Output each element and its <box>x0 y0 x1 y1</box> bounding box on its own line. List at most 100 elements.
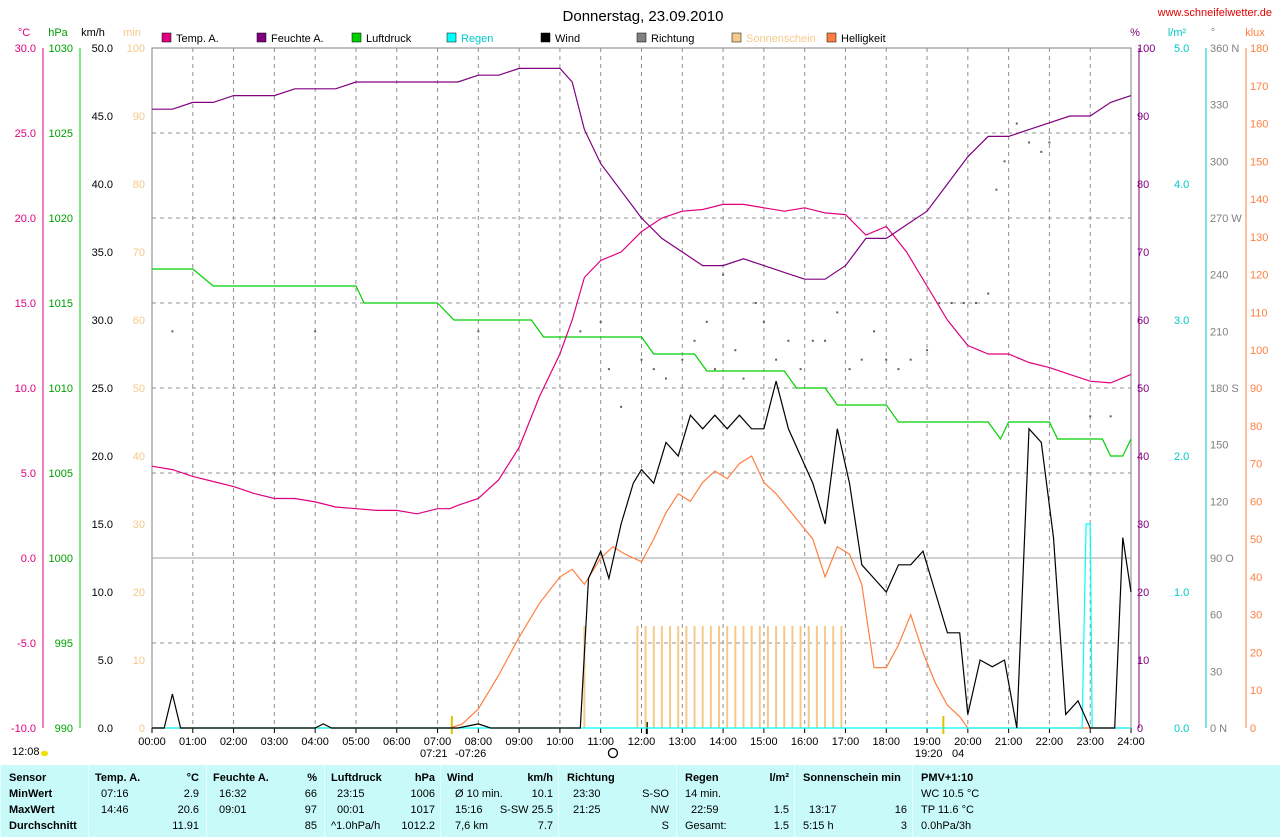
direction-tick-0: 360 N <box>1210 43 1239 55</box>
direction-point-14 <box>722 273 725 276</box>
direction-point-12 <box>705 320 708 323</box>
summary-col-pmv: PMV+1:10 WC 10.5 °C TP 11.6 °C 0.0hPa/3h <box>912 765 1043 837</box>
direction-point-21 <box>799 368 802 371</box>
sunmin-tick-7: 30 <box>133 519 145 531</box>
summary-col-humidity: Feuchte A. % 16:32 66 09:01 97 85 <box>206 765 325 837</box>
wind-unit: km/h <box>527 772 553 784</box>
rain-max-time: 22:59 <box>691 804 719 816</box>
brightness-tick-13: 50 <box>1250 534 1262 546</box>
humidity-tick-0: 100 <box>1137 43 1155 55</box>
sunshine-hours: 5:15 h <box>803 820 834 832</box>
humidity-min: 66 <box>304 788 317 800</box>
direction-point-41 <box>1040 150 1043 153</box>
x-tick-3: 03:00 <box>261 736 289 748</box>
humidity-tick-5: 50 <box>1137 383 1149 395</box>
direction-point-40 <box>1028 141 1031 144</box>
legend-swatch-2 <box>351 32 362 43</box>
brightness-tick-11: 70 <box>1250 459 1262 471</box>
x-tick-11: 11:00 <box>587 736 614 748</box>
chart-title: Donnerstag, 23.09.2010 <box>563 8 724 25</box>
temp-tick-1: 25.0 <box>15 128 36 140</box>
temp-tick-5: 5.0 <box>21 468 36 480</box>
temp-tick-3: 15.0 <box>15 298 36 310</box>
temp-tick-4: 10.0 <box>15 383 36 395</box>
pressure-avg: 1012.2 <box>401 820 435 832</box>
unit-pressure: hPa <box>48 27 68 39</box>
unit-direction: ° <box>1211 27 1215 39</box>
humidity-tick-7: 30 <box>1137 519 1149 531</box>
brightness-tick-6: 120 <box>1250 270 1268 282</box>
direction-point-25 <box>848 368 851 371</box>
direction-point-18 <box>762 320 765 323</box>
direction-point-33 <box>950 302 953 304</box>
sunmin-tick-5: 50 <box>133 383 145 395</box>
brightness-tick-12: 60 <box>1250 496 1262 508</box>
humidity-tick-4: 60 <box>1137 315 1149 327</box>
direction-point-39 <box>1015 122 1018 125</box>
left-axes: 30.025.020.015.010.05.00.0-5.0-10.010301… <box>11 43 145 735</box>
x-tick-14: 14:00 <box>709 736 737 748</box>
legend-swatch-6 <box>731 32 742 43</box>
direction-point-38 <box>1003 160 1006 163</box>
brightness-tick-4: 140 <box>1250 194 1268 206</box>
summary-col-temp: Temp. A. °C 07:16 2.9 14:46 20.6 11.91 <box>88 765 207 837</box>
axis-units: °C hPa km/h min% l/m² ° klux <box>18 27 1265 39</box>
direction-point-20 <box>787 339 790 342</box>
legend-label-0: Temp. A. <box>176 33 219 45</box>
direction-point-24 <box>836 311 839 314</box>
summary-col-rain: Regen l/m² 14 min. 22:59 1.5 Gesamt: 1.5 <box>676 765 795 837</box>
brightness-tick-1: 170 <box>1250 81 1268 93</box>
pressure-min: 1006 <box>410 788 435 800</box>
wind-tick-0: 50.0 <box>92 43 113 55</box>
legend-label-5: Richtung <box>651 33 694 45</box>
direction-point-16 <box>742 377 745 380</box>
humidity-tick-6: 40 <box>1137 451 1149 463</box>
legend-label-2: Luftdruck <box>366 33 412 45</box>
direction-point-30 <box>909 358 912 361</box>
row-label-max: MaxWert <box>9 804 55 816</box>
humidity-header: Feuchte A. <box>213 772 269 784</box>
humidity-min-time: 16:32 <box>219 788 247 800</box>
x-tick-4: 04:00 <box>301 736 329 748</box>
brightness-tick-8: 100 <box>1250 345 1268 357</box>
series-line-helligkeit <box>152 455 1131 729</box>
legend-label-7: Helligkeit <box>841 33 886 45</box>
direction-tick-11: 30 <box>1210 666 1222 678</box>
humidity-tick-2: 80 <box>1137 179 1149 191</box>
temp-tick-0: 30.0 <box>15 43 36 55</box>
wind-max-time: 15:16 <box>455 804 483 816</box>
sunmin-tick-8: 20 <box>133 587 145 599</box>
direction-tick-10: 60 <box>1210 610 1222 622</box>
pressure-tick-6: 1000 <box>49 553 73 565</box>
wind-tick-3: 35.0 <box>92 247 113 259</box>
x-tick-23: 23:00 <box>1076 736 1104 748</box>
direction-point-17 <box>754 302 757 304</box>
summary-table: Sensor MinWert MaxWert Durchschnitt Temp… <box>0 765 1280 837</box>
rain-total: 1.5 <box>773 820 789 832</box>
summary-col-pressure: Luftdruck hPa 23:15 1006 00:01 1017 ^1.0… <box>324 765 441 837</box>
brightness-tick-3: 150 <box>1250 156 1268 168</box>
pmv-header: PMV+1:10 <box>921 772 974 784</box>
unit-rain: l/m² <box>1168 27 1187 39</box>
website-link[interactable]: www.schneifelwetter.de <box>1157 7 1272 19</box>
legend-swatch-0 <box>161 32 172 43</box>
direction-tick-3: 270 W <box>1210 213 1242 225</box>
direction-point-1 <box>314 330 317 333</box>
direction-tick-4: 240 <box>1210 270 1228 282</box>
direction-point-11 <box>693 339 696 342</box>
wind-tick-10: 0.0 <box>98 723 113 735</box>
wind-tick-8: 10.0 <box>92 587 113 599</box>
pressure-min-time: 23:15 <box>337 788 365 800</box>
pressure-tick-1: 1025 <box>49 128 73 140</box>
sunshine-header: Sonnenschein min <box>803 772 901 784</box>
sunrise-mark-label: -07:26 <box>455 748 486 760</box>
temp-header: Temp. A. <box>95 772 141 784</box>
rain-min-label: 14 min. <box>685 788 722 800</box>
sunmin-tick-3: 70 <box>133 247 145 259</box>
x-tick-22: 22:00 <box>1036 736 1064 748</box>
x-axis: 00:00 01:00 02:00 03:00 04:00 05:00 06:00 07:00… <box>138 716 1145 759</box>
temp-min: 2.9 <box>183 788 199 800</box>
direction-point-9 <box>664 377 667 380</box>
rain-total-label: Gesamt: <box>685 820 727 832</box>
sunshine-avg: 3 <box>900 820 907 832</box>
